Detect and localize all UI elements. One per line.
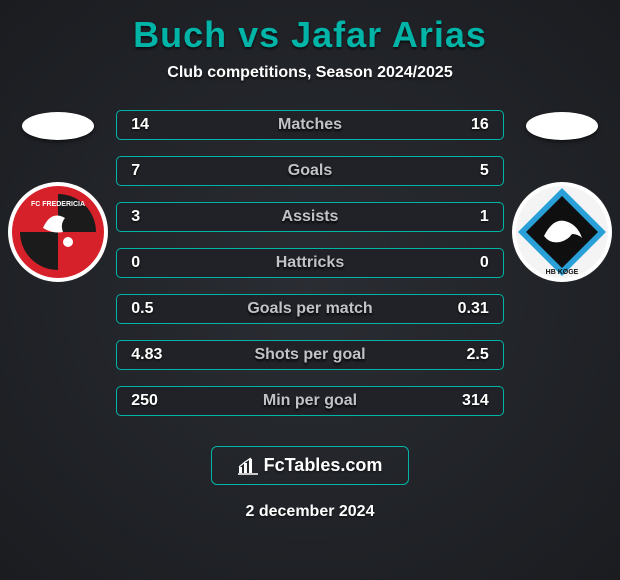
stat-right-value: 5 [480,162,489,180]
stat-right-value: 16 [471,116,489,134]
svg-text:HB KØGE: HB KØGE [546,269,579,276]
stat-label: Goals per match [117,300,503,318]
stat-row: 7 Goals 5 [116,156,504,186]
bar-chart-icon [238,457,258,475]
stat-left-value: 0 [131,254,140,272]
stat-left-value: 7 [131,162,140,180]
stat-label: Goals [117,162,503,180]
comparison-body: FC FREDERICIA 14 Matches 16 7 Goals 5 3 … [0,110,620,416]
flag-oval-right [526,112,598,140]
stat-right-value: 0 [480,254,489,272]
stat-row: 14 Matches 16 [116,110,504,140]
stat-left-value: 4.83 [131,346,162,364]
page-subtitle: Club competitions, Season 2024/2025 [167,64,452,82]
stat-row: 3 Assists 1 [116,202,504,232]
stat-right-value: 314 [462,392,489,410]
date-label: 2 december 2024 [246,503,375,521]
club-crest-left: FC FREDERICIA [8,182,108,282]
stats-table: 14 Matches 16 7 Goals 5 3 Assists 1 0 Ha… [116,110,504,416]
stat-row: 0 Hattricks 0 [116,248,504,278]
stat-row: 250 Min per goal 314 [116,386,504,416]
svg-text:FC FREDERICIA: FC FREDERICIA [31,201,85,208]
club-crest-right: HB KØGE [512,182,612,282]
stat-left-value: 3 [131,208,140,226]
side-right: HB KØGE [504,110,620,282]
watermark-text: FcTables.com [264,455,383,476]
side-left: FC FREDERICIA [0,110,116,282]
stat-row: 0.5 Goals per match 0.31 [116,294,504,324]
stat-label: Min per goal [117,392,503,410]
stat-label: Hattricks [117,254,503,272]
stat-left-value: 250 [131,392,158,410]
flag-oval-left [22,112,94,140]
crest-left-icon: FC FREDERICIA [8,182,108,282]
stat-label: Shots per goal [117,346,503,364]
stat-label: Assists [117,208,503,226]
stat-right-value: 0.31 [458,300,489,318]
stat-left-value: 0.5 [131,300,153,318]
stat-right-value: 2.5 [467,346,489,364]
stat-right-value: 1 [480,208,489,226]
stat-label: Matches [117,116,503,134]
page-title: Buch vs Jafar Arias [133,14,487,56]
crest-right-icon: HB KØGE [512,182,612,282]
stat-left-value: 14 [131,116,149,134]
stat-row: 4.83 Shots per goal 2.5 [116,340,504,370]
watermark: FcTables.com [211,446,410,485]
